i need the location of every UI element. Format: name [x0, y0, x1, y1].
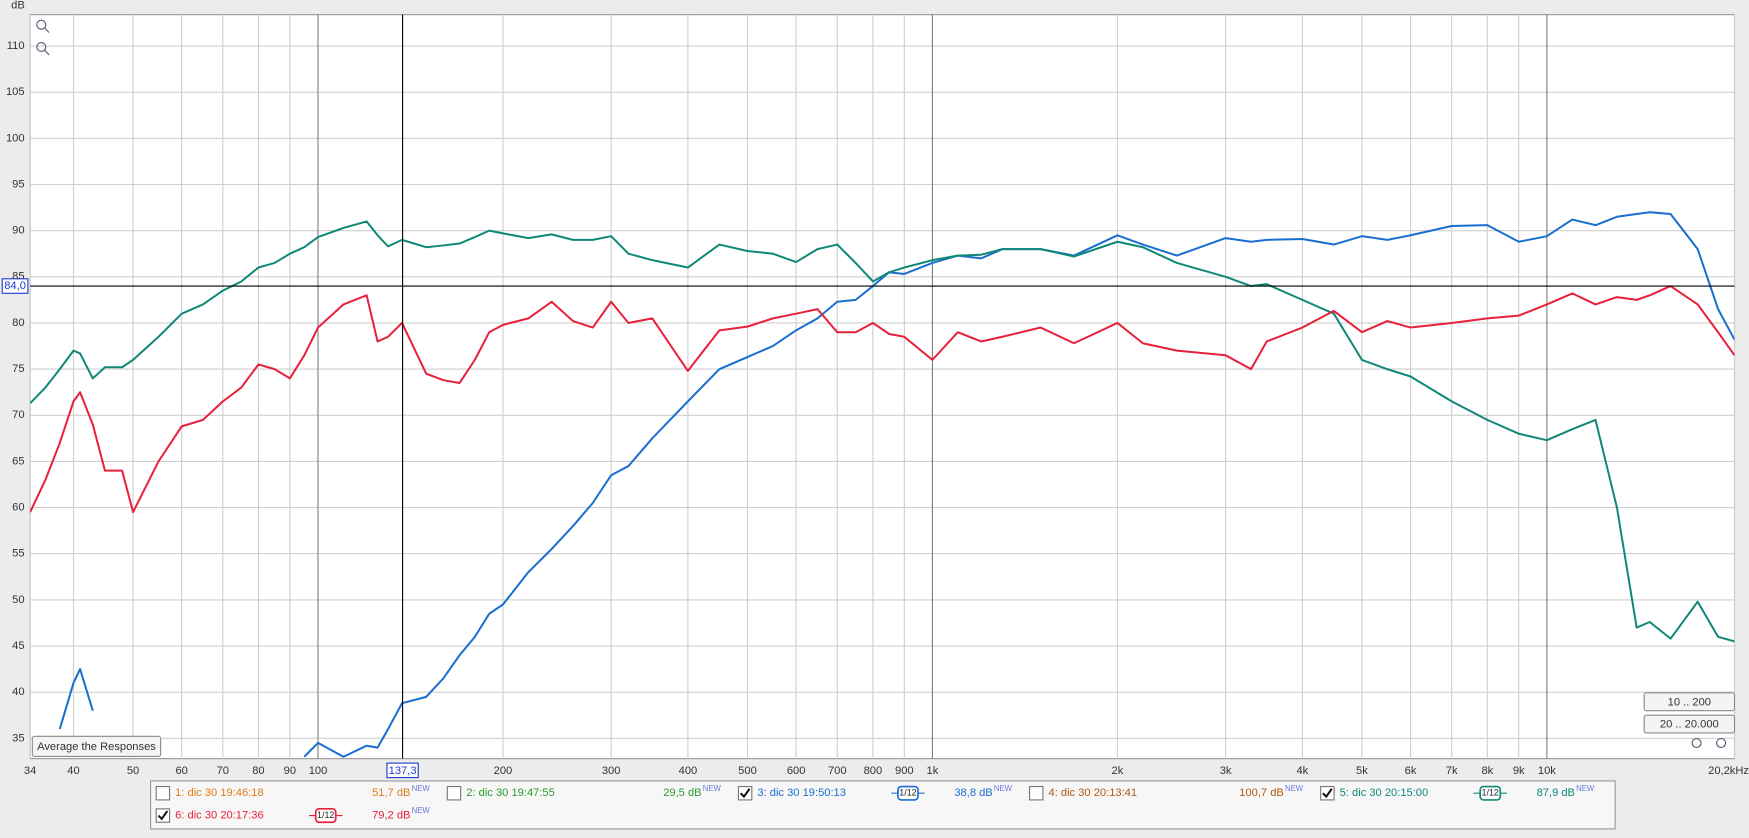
legend-name: 3: dic 30 19:50:13: [757, 787, 846, 799]
y-tick-label: 55: [12, 548, 24, 560]
y-tick-label: 70: [12, 409, 24, 421]
x-tick-label: 40: [67, 765, 79, 777]
y-tick-label: 100: [6, 132, 25, 144]
smoothing-badge[interactable]: [897, 785, 919, 801]
x-tick-label: 34: [24, 765, 36, 777]
legend-badge: NEW: [703, 784, 722, 793]
x-tick-label: 100: [309, 765, 328, 777]
x-tick-label: 50: [127, 765, 139, 777]
x-tick-label: 500: [738, 765, 757, 777]
checkbox[interactable]: [155, 808, 171, 823]
average-button[interactable]: [31, 735, 162, 757]
cursor-y-label: 84,0: [4, 280, 26, 292]
range-button-label: 20 .. 20.000: [1660, 719, 1719, 731]
legend-panel: [150, 780, 1616, 830]
legend-name: 1: dic 30 19:46:18: [175, 787, 264, 799]
checkbox[interactable]: [1028, 785, 1044, 801]
y-tick-label: 65: [12, 455, 24, 467]
x-tick-label: 6k: [1405, 765, 1417, 777]
y-tick-label: 50: [12, 594, 24, 606]
legend-badge: NEW: [412, 784, 431, 793]
legend-name: 2: dic 30 19:47:55: [466, 787, 555, 799]
plot-area: [29, 14, 1736, 760]
x-tick-label: 300: [602, 765, 621, 777]
legend-badge: NEW: [1576, 784, 1595, 793]
smoothing-badge[interactable]: [314, 808, 337, 824]
checkbox[interactable]: [155, 785, 171, 801]
y-tick-label: 80: [12, 317, 24, 329]
legend-level: 100,7 dB: [1239, 787, 1284, 799]
checkbox[interactable]: [1320, 785, 1335, 801]
y-tick-label: 105: [6, 86, 25, 98]
cursor-box: [386, 762, 419, 779]
x-tick-label: 600: [787, 765, 806, 777]
x-tick-label: 90: [284, 765, 296, 777]
legend-level: 38,8 dB: [954, 787, 992, 799]
y-tick-label: 110: [7, 40, 25, 52]
range-button[interactable]: [1643, 714, 1736, 734]
x-tick-label: 9k: [1513, 765, 1525, 777]
x-tick-label: 1k: [927, 765, 939, 777]
curves: [30, 14, 1735, 759]
legend-name: 4: dic 30 20:13:41: [1049, 787, 1138, 799]
legend-badge: NEW: [412, 806, 431, 815]
range-button-label: 10 .. 200: [1668, 696, 1711, 708]
cursor-box: [1, 278, 29, 294]
x-tick-label: 70: [217, 765, 229, 777]
x-tick-label: 8k: [1481, 765, 1493, 777]
y-tick-label: 45: [12, 640, 24, 652]
x-tick-label: 900: [895, 765, 914, 777]
x-tick-label: 700: [828, 765, 847, 777]
y-tick-label: 90: [12, 225, 24, 237]
legend-level: 51,7 dB: [372, 787, 410, 799]
legend-level: 29,5 dB: [663, 787, 701, 799]
y-tick-label: 40: [12, 686, 24, 698]
x-tick-label: 2k: [1112, 765, 1124, 777]
x-tick-label: 10k: [1538, 765, 1556, 777]
legend-badge: NEW: [994, 784, 1013, 793]
x-tick-label: 7k: [1446, 765, 1458, 777]
cursor-x-label: 137,3: [389, 765, 417, 777]
x-tick-label: 400: [679, 765, 698, 777]
legend-name: 5: dic 30 20:15:00: [1340, 787, 1429, 799]
x-tick-label: 3k: [1220, 765, 1232, 777]
y-tick-label: 95: [12, 178, 24, 190]
smoothing-badge[interactable]: [1479, 785, 1502, 801]
legend-level: 79,2 dB: [372, 809, 410, 821]
y-tick-label: 60: [12, 502, 24, 514]
checkbox[interactable]: [446, 785, 462, 801]
checkmark: [157, 810, 169, 821]
zoom-icons: [36, 19, 1727, 749]
x-tick-label: 20,2kHz: [1708, 765, 1749, 777]
x-tick-label: 4k: [1296, 765, 1308, 777]
smoothing-label: 1/12: [317, 810, 334, 820]
range-button[interactable]: [1643, 692, 1736, 712]
y-tick-label: 75: [12, 363, 24, 375]
legend: 1: dic 30 19:46:18 51,7 dB NEW 2: dic 30 19…: [155, 784, 1595, 824]
legend-badge: NEW: [1285, 784, 1304, 793]
checkbox[interactable]: [737, 785, 753, 801]
response-curve: [58, 211, 1735, 758]
x-tick-label: 80: [252, 765, 264, 777]
y-axis-label: dB: [11, 0, 25, 12]
x-tick-label: 60: [175, 765, 187, 777]
checkmark: [1322, 788, 1333, 799]
response-curve: [30, 285, 1735, 514]
x-tick-label: 200: [494, 765, 513, 777]
smoothing-label: 1/12: [1482, 788, 1499, 798]
smoothing-label: 1/12: [899, 788, 916, 798]
response-curve: [30, 220, 1735, 643]
average-button-label: Average the Responses: [37, 741, 156, 753]
x-tick-label: 800: [864, 765, 883, 777]
x-tick-label: 5k: [1356, 765, 1368, 777]
y-tick-label: 35: [12, 732, 24, 744]
legend-name: 6: dic 30 20:17:36: [175, 809, 264, 821]
legend-level: 87,9 dB: [1537, 787, 1575, 799]
checkmark: [739, 788, 751, 799]
